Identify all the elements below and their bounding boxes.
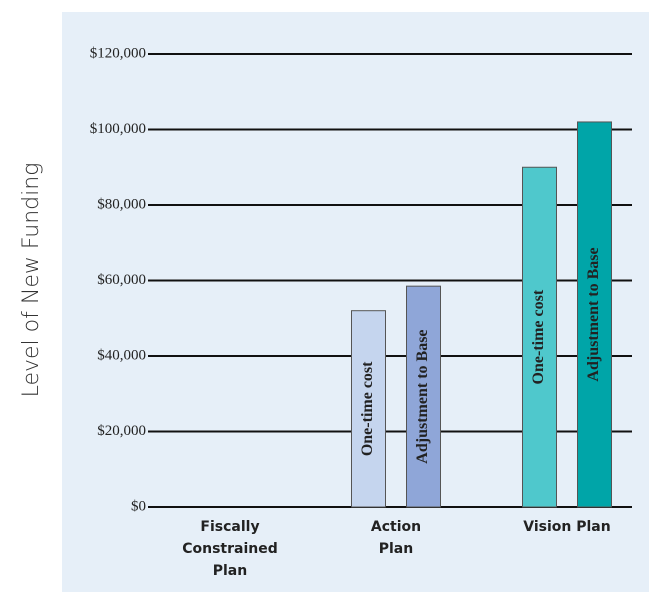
bar bbox=[406, 285, 441, 508]
y-tick-label: $60,000 bbox=[97, 272, 146, 288]
y-tick-label: $80,000 bbox=[97, 196, 146, 212]
bar-series-label: One-time cost bbox=[530, 289, 547, 384]
y-axis-label: Level of New Funding bbox=[19, 163, 44, 398]
bar-series-label: One-time cost bbox=[359, 361, 376, 456]
bar bbox=[577, 121, 612, 508]
bar bbox=[522, 166, 557, 508]
bar bbox=[351, 310, 386, 508]
y-tick-label: $100,000 bbox=[90, 121, 146, 137]
y-tick-label: $0 bbox=[131, 498, 146, 514]
x-tick-label: Vision Plan bbox=[523, 519, 611, 535]
y-tick-label: $20,000 bbox=[97, 423, 146, 439]
bar-series-label: Adjustment to Base bbox=[414, 329, 431, 463]
y-tick-label: $120,000 bbox=[90, 45, 146, 61]
bar-series-label: Adjustment to Base bbox=[585, 247, 602, 381]
x-tick-label: Action Plan bbox=[370, 519, 422, 557]
y-tick-label: $40,000 bbox=[97, 347, 146, 363]
x-tick-label: Fiscally Constrained Plan bbox=[182, 519, 278, 579]
